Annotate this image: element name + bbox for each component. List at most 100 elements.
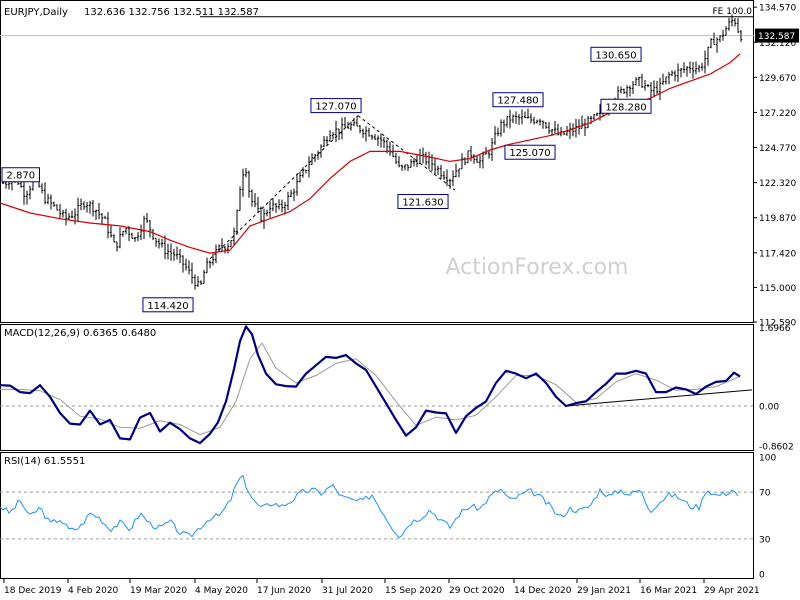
candle: [508, 109, 512, 129]
candle: [445, 169, 449, 187]
candle: [640, 73, 644, 88]
candle: [301, 167, 305, 178]
candle: [724, 26, 728, 36]
candle: [220, 238, 224, 253]
candle: [157, 238, 161, 249]
candle: [673, 70, 677, 82]
candle: [187, 260, 191, 275]
candle: [472, 153, 476, 164]
candle: [103, 215, 107, 219]
candle: [277, 199, 281, 210]
candle: [664, 76, 668, 85]
candle: [259, 206, 263, 222]
rsi-line: [0, 474, 739, 539]
candle: [370, 134, 374, 140]
candle: [85, 202, 89, 213]
candle: [700, 62, 704, 71]
candle: [424, 151, 428, 166]
candle: [340, 117, 344, 140]
candle: [415, 154, 419, 168]
candle: [637, 76, 641, 87]
candle: [292, 188, 296, 202]
candle: [658, 77, 662, 101]
candle: [541, 120, 545, 129]
price-header: EURJPY,Daily 132.636 132.756 132.511 132…: [4, 7, 259, 18]
rsi-tick-label: 70: [759, 489, 771, 499]
candle: [703, 50, 707, 74]
candle: [304, 169, 308, 174]
candle: [337, 128, 341, 141]
price-label-text: 127.480: [497, 96, 538, 107]
candle: [316, 150, 320, 160]
candle: [535, 119, 539, 124]
candle: [232, 227, 236, 246]
watermark: ActionForex.com: [446, 255, 629, 280]
x-tick-label: 29 Jan 2021: [577, 586, 631, 596]
macd-tick-label: -0.8602: [759, 442, 794, 452]
candle: [40, 183, 44, 194]
candle: [688, 61, 692, 74]
candle: [364, 126, 368, 142]
candle: [520, 109, 524, 125]
candle: [727, 17, 731, 31]
candle: [439, 164, 443, 179]
x-tick-label: 4 May 2020: [195, 586, 248, 596]
candle: [148, 220, 152, 238]
candle: [247, 170, 251, 198]
candle: [265, 209, 269, 217]
price-label-text: 125.070: [509, 148, 550, 159]
price-tick-label: 132.120: [759, 39, 796, 49]
dashed-line-0: [209, 115, 359, 260]
candle: [721, 29, 725, 41]
x-tick-label: 14 Dec 2020: [514, 586, 572, 596]
price-label-box: [492, 92, 544, 108]
candle: [631, 80, 635, 94]
price-tick-label: 124.770: [759, 144, 796, 154]
candle: [331, 131, 335, 140]
macd-signal-line: [0, 342, 741, 436]
candle: [130, 232, 134, 239]
price-label: 127.480: [492, 92, 544, 108]
candle: [112, 234, 116, 243]
candle: [661, 73, 665, 85]
candle: [109, 224, 113, 238]
price-label: 130.650: [590, 46, 642, 62]
candle: [367, 127, 371, 137]
candle: [496, 127, 500, 137]
candle: [682, 62, 686, 74]
candle: [625, 85, 629, 98]
candle: [163, 235, 167, 260]
candle: [91, 199, 95, 217]
price-label: 2.870: [1, 167, 40, 183]
candle: [361, 128, 365, 138]
candle: [523, 111, 527, 119]
candle: [586, 116, 590, 129]
candle: [712, 32, 716, 46]
rsi-tick-label: 0: [759, 571, 765, 581]
candle: [493, 126, 497, 145]
candle: [49, 194, 53, 210]
price-label: 128.280: [600, 98, 652, 114]
candle: [46, 193, 50, 205]
macd-line: [0, 325, 741, 445]
price-label: 121.630: [397, 194, 449, 210]
candle: [211, 253, 215, 266]
candle: [181, 255, 185, 273]
candle: [628, 85, 632, 97]
rsi-chart: [0, 474, 754, 540]
candle: [154, 237, 158, 247]
macd-title: MACD(12,26,9) 0.6365 0.6480: [4, 328, 156, 339]
candle: [64, 208, 68, 226]
candle: [412, 157, 416, 167]
candle: [481, 151, 485, 169]
candle: [460, 153, 464, 170]
rsi-tick-label: 100: [759, 454, 776, 464]
candle: [250, 189, 254, 207]
candle: [643, 80, 647, 91]
x-tick-label: 16 Mar 2021: [640, 586, 697, 596]
candle: [475, 155, 479, 163]
candle: [139, 224, 143, 241]
price-label-box: [142, 297, 194, 313]
price-label-box: [310, 98, 362, 114]
